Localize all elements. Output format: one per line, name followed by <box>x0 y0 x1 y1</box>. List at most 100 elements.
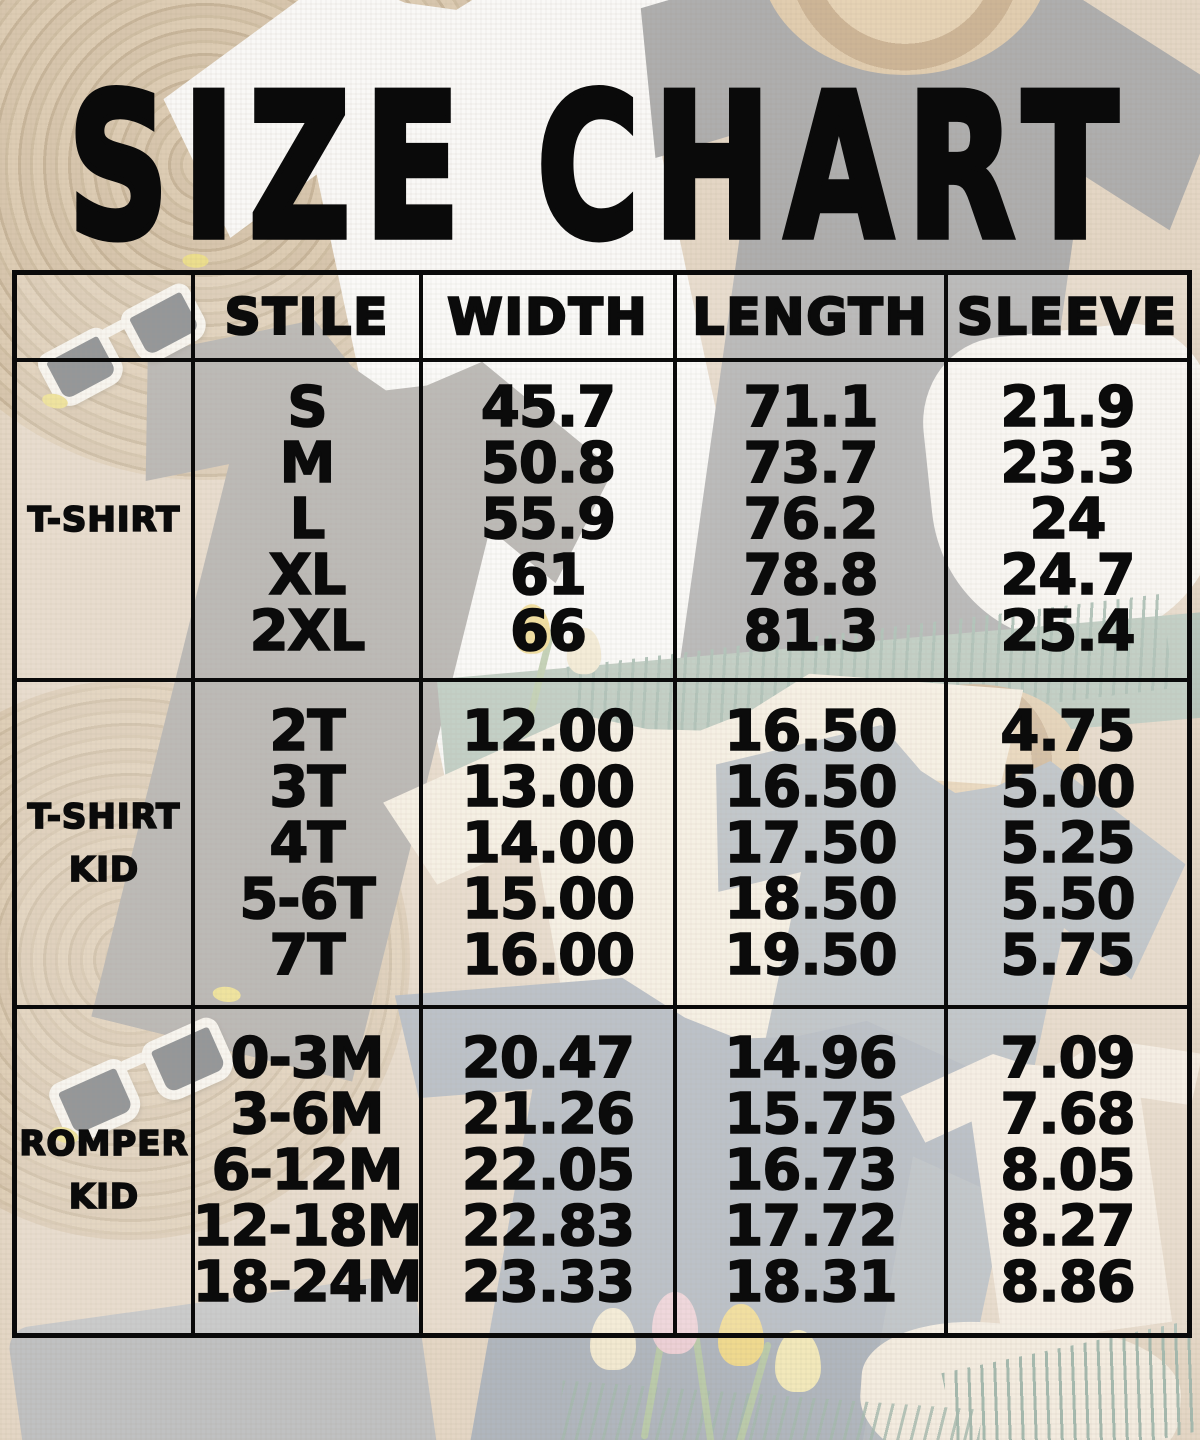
sleeve-value: 5.00 <box>1000 754 1137 820</box>
length-cell-tshirt-kid: 16.50 16.50 17.50 18.50 19.50 <box>677 678 948 1005</box>
sleeve-cell-tshirt-kid: 4.75 5.00 5.25 5.50 5.75 <box>948 678 1187 1005</box>
column-header-sleeve: SLEEVE <box>948 275 1187 358</box>
size-value: 0-3M <box>230 1026 386 1091</box>
sizes-cell-romper-kid: 0-3M 3-6M 6-12M 12-18M 18-24M <box>195 1005 423 1333</box>
length-value: 16.73 <box>724 1138 899 1203</box>
category-label: ROMPER <box>18 1123 189 1165</box>
tulip-flower <box>590 1308 636 1370</box>
size-value: S <box>287 375 329 440</box>
tulip-flower <box>513 604 551 654</box>
width-value: 12.00 <box>461 698 636 764</box>
length-value: 76.2 <box>743 487 880 552</box>
width-value: 22.83 <box>461 1194 636 1259</box>
length-value: 78.8 <box>743 543 880 608</box>
column-header-label: LENGTH <box>691 287 929 346</box>
length-cell-tshirt: 71.1 73.7 76.2 78.8 81.3 <box>677 358 948 678</box>
length-value: 17.50 <box>724 810 899 876</box>
length-value: 81.3 <box>743 599 880 664</box>
length-value: 18.31 <box>724 1250 899 1315</box>
size-value: 2XL <box>249 599 366 664</box>
width-cell-romper-kid: 20.47 21.26 22.05 22.83 23.33 <box>423 1005 677 1333</box>
size-table: STILE WIDTH LENGTH SLEEVE T-SHIRT S M L … <box>12 270 1192 1338</box>
column-header-label: STILE <box>223 287 390 346</box>
length-value: 15.75 <box>724 1082 899 1147</box>
sleeve-value: 5.50 <box>1000 866 1137 932</box>
length-value: 16.50 <box>724 698 899 764</box>
sleeve-value: 8.86 <box>1000 1250 1137 1315</box>
page-title: SIZE CHART <box>65 52 1133 285</box>
width-value: 14.00 <box>461 810 636 876</box>
length-value: 18.50 <box>724 866 899 932</box>
width-cell-tshirt-kid: 12.00 13.00 14.00 15.00 16.00 <box>423 678 677 1005</box>
size-value: 4T <box>269 810 347 876</box>
width-value: 55.9 <box>480 487 617 552</box>
sizes-cell-tshirt-kid: 2T 3T 4T 5-6T 7T <box>195 678 423 1005</box>
size-value: 3-6M <box>230 1082 386 1147</box>
column-header-length: LENGTH <box>677 275 948 358</box>
sleeve-value: 5.25 <box>1000 810 1137 876</box>
category-label: T-SHIRT <box>27 499 181 541</box>
width-value: 21.26 <box>461 1082 636 1147</box>
size-value: 5-6T <box>239 866 377 932</box>
sleeve-cell-tshirt: 21.9 23.3 24 24.7 25.4 <box>948 358 1187 678</box>
sleeve-value: 21.9 <box>1000 375 1137 440</box>
sleeve-value: 23.3 <box>1000 431 1137 496</box>
width-value: 20.47 <box>461 1026 636 1091</box>
length-value: 14.96 <box>724 1026 899 1091</box>
sleeve-value: 7.09 <box>1000 1026 1137 1091</box>
width-value: 50.8 <box>480 431 617 496</box>
length-value: 16.50 <box>724 754 899 820</box>
width-value: 16.00 <box>461 922 636 988</box>
size-value: 3T <box>269 754 347 820</box>
width-value: 22.05 <box>461 1138 636 1203</box>
tulip-flower <box>775 1330 821 1392</box>
sleeve-value: 5.75 <box>1000 922 1137 988</box>
column-header-label: SLEEVE <box>956 287 1179 346</box>
width-value: 45.7 <box>480 375 617 440</box>
column-header-label: WIDTH <box>446 287 649 346</box>
tulips-small <box>495 598 635 738</box>
sleeve-cell-romper-kid: 7.09 7.68 8.05 8.27 8.86 <box>948 1005 1187 1333</box>
size-value: 18-24M <box>195 1250 422 1315</box>
column-header-stile: STILE <box>195 275 423 358</box>
length-value: 19.50 <box>724 922 899 988</box>
width-value: 15.00 <box>461 866 636 932</box>
size-value: 12-18M <box>195 1194 422 1259</box>
tulip-flower <box>566 627 602 675</box>
sleeve-value: 7.68 <box>1000 1082 1137 1147</box>
size-value: XL <box>268 543 347 608</box>
size-value: M <box>279 431 336 496</box>
width-value: 23.33 <box>461 1250 636 1315</box>
size-value: L <box>289 487 326 552</box>
category-label: KID <box>68 1176 140 1218</box>
length-value: 73.7 <box>743 431 880 496</box>
sleeve-value: 8.27 <box>1000 1194 1137 1259</box>
sleeve-value: 25.4 <box>1000 599 1137 664</box>
sizes-cell-tshirt: S M L XL 2XL <box>195 358 423 678</box>
sleeve-value: 24.7 <box>1000 543 1137 608</box>
length-cell-romper-kid: 14.96 15.75 16.73 17.72 18.31 <box>677 1005 948 1333</box>
sleeve-value: 8.05 <box>1000 1138 1137 1203</box>
size-value: 6-12M <box>211 1138 404 1203</box>
category-label: KID <box>68 849 140 891</box>
width-value: 66 <box>509 599 588 664</box>
width-cell-tshirt: 45.7 50.8 55.9 61 66 <box>423 358 677 678</box>
size-value: 2T <box>269 698 347 764</box>
length-value: 17.72 <box>724 1194 899 1259</box>
category-cell-romper-kid: ROMPER KID <box>17 1005 195 1333</box>
sleeve-value: 24 <box>1029 487 1108 552</box>
category-cell-tshirt-kid: T-SHIRT KID <box>17 678 195 1005</box>
table-corner-cell <box>17 275 195 358</box>
tulips-bottom <box>560 1290 860 1440</box>
width-value: 61 <box>509 543 588 608</box>
column-header-width: WIDTH <box>423 275 677 358</box>
sleeve-value: 4.75 <box>1000 698 1137 764</box>
length-value: 71.1 <box>743 375 880 440</box>
size-value: 7T <box>269 922 347 988</box>
width-value: 13.00 <box>461 754 636 820</box>
category-label: T-SHIRT <box>27 796 181 838</box>
